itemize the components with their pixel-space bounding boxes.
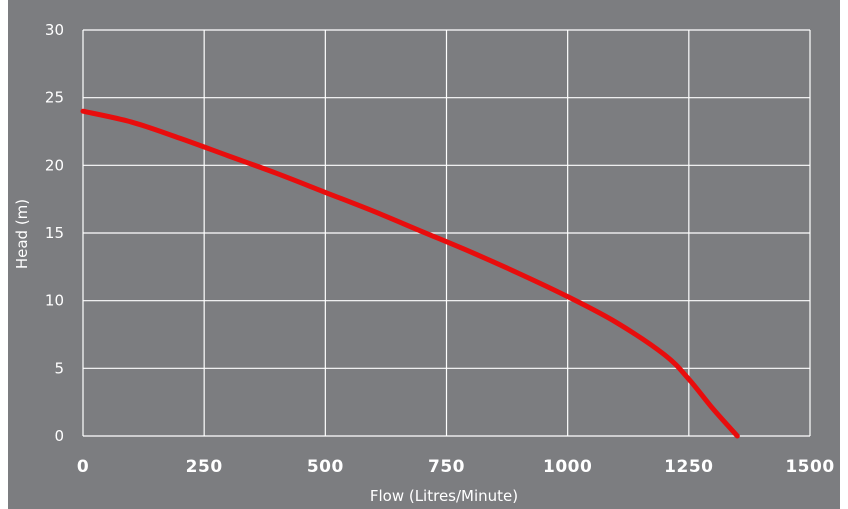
y-tick-label: 5 (54, 359, 64, 377)
series-line (80, 108, 740, 439)
y-tick-label: 30 (45, 21, 64, 39)
y-tick-label: 0 (54, 427, 64, 445)
horizontal-gridlines (83, 29, 810, 437)
y-tick-labels: 0 5 10 15 20 25 30 (45, 21, 64, 445)
x-tick-label: 250 (186, 457, 223, 477)
y-axis-title: Head (m) (13, 199, 31, 269)
chart-background (8, 0, 840, 509)
y-tick-label: 10 (45, 292, 64, 310)
x-axis-title: Flow (Litres/Minute) (370, 487, 518, 505)
y-tick-label: 25 (45, 89, 64, 107)
x-tick-label: 750 (428, 457, 465, 477)
x-tick-label: 0 (77, 457, 89, 477)
x-tick-label: 1250 (664, 457, 713, 477)
x-tick-labels: 0 250 500 750 1000 1250 1500 (77, 457, 834, 477)
x-tick-label: 500 (307, 457, 344, 477)
y-tick-label: 15 (45, 224, 64, 242)
y-tick-label: 20 (45, 156, 64, 174)
x-tick-label: 1000 (543, 457, 592, 477)
x-tick-label: 1500 (785, 457, 834, 477)
